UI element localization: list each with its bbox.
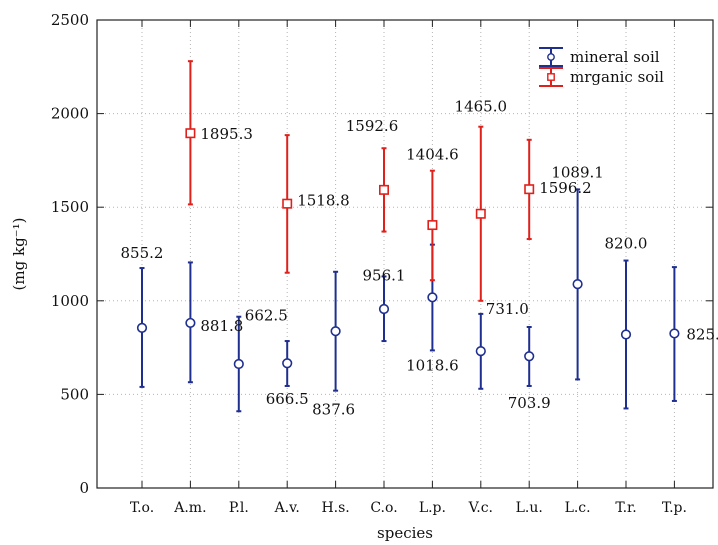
mean-point [185, 317, 196, 329]
legend-label: mrganic soil [570, 68, 664, 86]
mean-point [572, 279, 583, 290]
mean-point [475, 346, 486, 357]
mean-point [378, 184, 389, 195]
mean-point [282, 198, 293, 209]
x-tick-label: T.o. [130, 500, 154, 516]
series-mrganic-soil [185, 60, 535, 302]
y-tick-label: 2500 [51, 11, 89, 29]
y-tick-label: 500 [60, 385, 89, 403]
legend-marker [547, 73, 555, 81]
data-label: 1404.6 [406, 146, 459, 164]
mean-point [620, 329, 632, 340]
grid-lines [97, 20, 713, 488]
mean-point [378, 303, 390, 315]
x-axis-title: species [377, 524, 433, 542]
data-label: 1518.8 [297, 192, 350, 210]
data-label: 1018.6 [406, 356, 459, 374]
x-tick-label: A.v. [274, 500, 300, 516]
data-label: 731.0 [486, 300, 529, 318]
x-tick-label: L.p. [419, 500, 446, 516]
legend: mineral soil mrganic soil [539, 47, 664, 87]
mean-point [330, 326, 341, 337]
data-label: 881.8 [200, 317, 243, 335]
mean-point [233, 358, 244, 370]
y-axis-title: (mg kg⁻¹) [10, 218, 28, 291]
data-label: 1465.0 [455, 98, 508, 116]
x-tick-label: T.p. [662, 500, 687, 516]
data-label: 666.5 [266, 390, 309, 408]
data-label: 825.6 [686, 325, 718, 343]
data-label: 703.9 [508, 394, 551, 412]
x-tick-label: V.c. [468, 500, 493, 516]
x-tick-label: P.l. [229, 500, 249, 516]
y-tick-label: 0 [79, 479, 89, 497]
series-mineral-soil [136, 188, 680, 413]
data-label: 820.0 [605, 235, 648, 253]
x-tick-label: A.m. [173, 500, 206, 516]
legend-entry-mineral-soil: mineral soil [539, 47, 660, 67]
mean-point [136, 322, 148, 334]
x-tick-label: L.u. [516, 500, 543, 516]
data-label: 1089.1 [551, 163, 604, 181]
mean-point [669, 328, 680, 339]
legend-marker [547, 53, 555, 61]
x-tick-label: H.s. [321, 500, 349, 516]
x-tick-label: T.r. [615, 500, 636, 516]
mean-point [185, 128, 196, 139]
data-label: 837.6 [312, 401, 355, 419]
mean-point [475, 208, 486, 219]
axes: 0 500 1000 1500 2000 2500 T.o. A.m. P.l. A.v. H.s.… [51, 11, 713, 516]
mean-point [524, 184, 535, 195]
data-label: 1592.6 [346, 117, 399, 135]
data-label: 1895.3 [200, 125, 253, 143]
y-tick-label: 2000 [51, 105, 89, 123]
x-tick-label: C.o. [370, 500, 397, 516]
data-label: 1596.2 [539, 179, 592, 197]
y-tick-label: 1500 [51, 198, 89, 216]
mean-point [524, 351, 535, 362]
legend-entry-mrganic-soil: mrganic soil [539, 67, 664, 87]
legend-label: mineral soil [570, 48, 660, 66]
data-label: 662.5 [245, 307, 288, 325]
y-tick-label: 1000 [51, 292, 89, 310]
mean-point [282, 358, 293, 369]
data-label: 956.1 [363, 266, 406, 284]
series [136, 60, 680, 413]
plot-frame [96, 19, 714, 489]
data-label: 855.2 [121, 244, 164, 262]
x-tick-label: L.c. [565, 500, 591, 516]
mean-point [427, 220, 438, 231]
mean-point [427, 292, 438, 303]
